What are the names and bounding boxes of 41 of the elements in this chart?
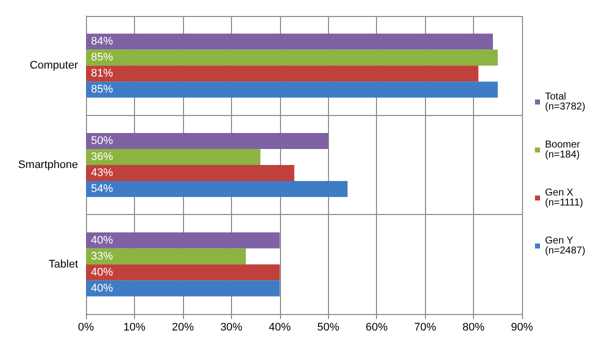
data-label: 54% <box>91 183 114 195</box>
data-label: 40% <box>91 266 114 278</box>
x-tick-label: 40% <box>268 322 291 334</box>
bar <box>86 248 246 264</box>
data-label: 50% <box>91 135 114 147</box>
x-tick-label: 70% <box>414 322 436 334</box>
x-tick-label: 80% <box>462 322 485 334</box>
x-tick-label: 20% <box>172 322 194 334</box>
x-tick-label: 10% <box>123 322 146 334</box>
data-label: 84% <box>91 36 114 48</box>
y-tick-label: Computer <box>30 60 78 72</box>
x-tick-label: 50% <box>317 322 340 334</box>
x-tick-label: 90% <box>510 322 534 334</box>
y-tick-label: Smartphone <box>18 159 78 171</box>
bar <box>86 280 280 296</box>
bar <box>86 133 328 149</box>
data-label: 36% <box>91 151 114 163</box>
legend-label: Gen Y (n=2487) <box>545 236 586 256</box>
bar <box>86 34 493 50</box>
bar <box>86 264 280 280</box>
data-label: 43% <box>91 167 114 179</box>
data-label: 85% <box>91 84 114 96</box>
bar <box>86 82 498 98</box>
data-label: 40% <box>91 282 114 294</box>
x-tick-label: 0% <box>78 322 94 334</box>
legend-label: Total (n=3782) <box>545 92 586 112</box>
legend-label: Boomer (n=184) <box>545 140 583 160</box>
data-label: 85% <box>91 52 114 64</box>
bar <box>86 149 260 165</box>
y-tick-label: Tablet <box>48 258 78 270</box>
bar <box>86 181 348 197</box>
x-tick-label: 30% <box>220 322 243 334</box>
legend-label: Gen X (n=1111) <box>545 188 584 208</box>
data-label: 81% <box>91 68 114 80</box>
data-label: 33% <box>91 250 114 262</box>
bar <box>86 50 498 66</box>
bar <box>86 66 478 82</box>
bar <box>86 165 294 181</box>
data-label: 40% <box>91 234 114 246</box>
bar <box>86 232 280 248</box>
x-tick-label: 60% <box>366 322 388 334</box>
